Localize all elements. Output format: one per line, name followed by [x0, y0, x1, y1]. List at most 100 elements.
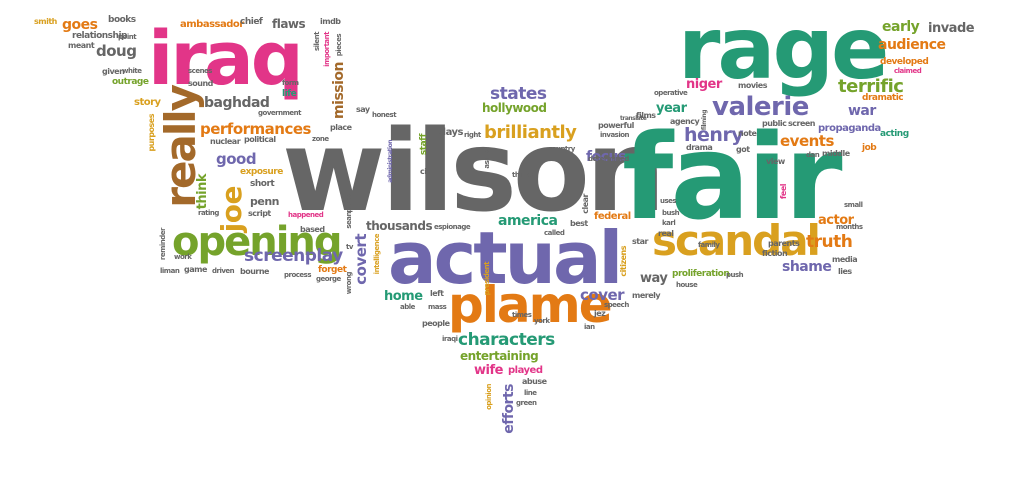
- word-government: government: [258, 109, 301, 117]
- word-real: real: [658, 229, 674, 238]
- word-country: country: [548, 145, 575, 153]
- word-relationship: relationship: [72, 31, 127, 41]
- word-left: left: [430, 289, 444, 298]
- word-push: push: [726, 271, 744, 279]
- word-happened: happened: [288, 211, 324, 219]
- word-times: times: [512, 311, 532, 319]
- word-efforts: efforts: [501, 384, 517, 434]
- word-called: called: [544, 229, 565, 237]
- word-developed: developed: [880, 57, 929, 67]
- word-cover: cover: [580, 286, 625, 304]
- word-rating: rating: [198, 209, 219, 217]
- word-brilliantly: brilliantly: [484, 122, 577, 143]
- word-bush: bush: [662, 209, 680, 217]
- word-george: george: [316, 275, 341, 283]
- word-parents: parents: [768, 239, 800, 248]
- word-claimed: claimed: [894, 67, 922, 75]
- word-entertaining: entertaining: [460, 349, 539, 363]
- word-driven: driven: [212, 267, 235, 275]
- word-zone: zone: [312, 135, 329, 143]
- word-states: states: [490, 84, 547, 104]
- word-henry: henry: [684, 124, 744, 146]
- word-hollywood: hollywood: [482, 101, 547, 115]
- word-films: films: [636, 111, 656, 120]
- word-smith: smith: [34, 17, 57, 26]
- word-played: played: [508, 365, 543, 376]
- word-family: family: [698, 241, 720, 249]
- word-people: people: [422, 319, 450, 328]
- word-small: small: [844, 201, 863, 209]
- word-president: president: [483, 262, 491, 296]
- word-game: game: [184, 265, 207, 274]
- word-meant: meant: [68, 41, 95, 50]
- word-valerie: valerie: [712, 92, 809, 122]
- word-honest: honest: [372, 111, 397, 119]
- word-focus: focus: [586, 149, 626, 165]
- word-iraq: iraq: [148, 16, 304, 102]
- word-house: house: [676, 281, 698, 289]
- word-scandal: scandal: [652, 216, 821, 265]
- word-ambassador: ambassador: [180, 19, 244, 30]
- word-penn: penn: [250, 195, 280, 208]
- word-public: public: [762, 119, 787, 128]
- word-fair: fair: [622, 108, 843, 246]
- word-way: way: [640, 271, 668, 286]
- word-speech: speech: [604, 301, 629, 309]
- word-things: things: [512, 171, 534, 179]
- word-espionage: espionage: [434, 223, 471, 231]
- word-outrage: outrage: [112, 77, 149, 87]
- word-job: job: [862, 143, 877, 153]
- word-piece: piece: [345, 194, 353, 213]
- word-actor: actor: [818, 213, 854, 228]
- word-short: short: [250, 179, 275, 189]
- word-citizens: citizens: [619, 246, 628, 277]
- word-terrific: terrific: [838, 76, 904, 97]
- word-point: point: [118, 33, 137, 41]
- word-media: media: [832, 255, 858, 264]
- word-white: white: [122, 67, 142, 75]
- word-merely: merely: [632, 291, 661, 300]
- word-agency: agency: [670, 117, 700, 126]
- word-proliferation: proliferation: [672, 269, 730, 279]
- word-feel: feel: [779, 184, 788, 200]
- word-life: life: [282, 89, 297, 99]
- word-bourne: bourne: [240, 267, 269, 276]
- word-plays: plays: [436, 127, 464, 138]
- word-intelligence: intelligence: [373, 234, 381, 275]
- word-baghdad: baghdad: [204, 95, 270, 111]
- word-early: early: [882, 19, 920, 35]
- word-best: best: [570, 219, 588, 228]
- word-chief: chief: [240, 17, 263, 27]
- word-niger: niger: [686, 77, 722, 92]
- word-forget: forget: [318, 265, 347, 275]
- word-uses: uses: [660, 197, 677, 205]
- word-middle: middle: [822, 149, 850, 158]
- word-got: got: [736, 145, 750, 154]
- word-translate: translate: [620, 115, 647, 122]
- word-sean: sean: [345, 212, 353, 229]
- word-books: books: [108, 15, 136, 25]
- word-imdb: imdb: [320, 17, 341, 26]
- word-line: line: [524, 389, 537, 397]
- word-drama: drama: [686, 143, 713, 152]
- word-america: america: [498, 213, 558, 229]
- word-abuse: abuse: [522, 377, 547, 386]
- word-cia: cia: [420, 167, 432, 176]
- word-green: green: [516, 399, 537, 407]
- word-good: good: [216, 150, 257, 168]
- word-fiction: fiction: [762, 249, 788, 258]
- word-thousands: thousands: [366, 219, 433, 233]
- word-covert: covert: [352, 234, 370, 285]
- word-doug: doug: [96, 42, 137, 60]
- word-acting: acting: [880, 129, 909, 139]
- word-work: work: [174, 253, 192, 261]
- word-jez: jez: [594, 309, 606, 318]
- word-opinion: opinion: [485, 384, 493, 410]
- word-sound: sound: [188, 79, 213, 88]
- word-screen: screen: [788, 119, 816, 128]
- word-ian: ian: [584, 323, 595, 331]
- word-process: process: [284, 271, 312, 279]
- word-dan: dan: [806, 151, 820, 159]
- word-wrong: wrong: [345, 272, 353, 295]
- word-iraqi: iraqi: [442, 335, 458, 343]
